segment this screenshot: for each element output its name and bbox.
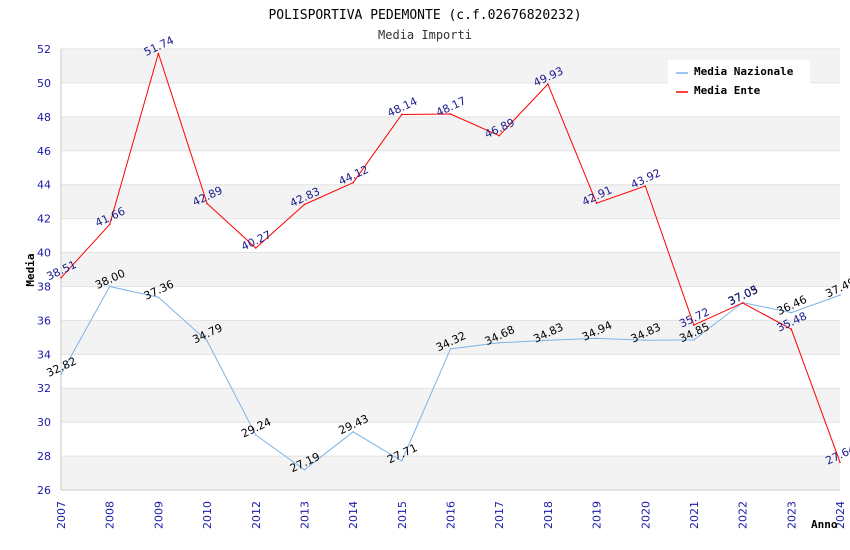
data-point	[157, 296, 160, 299]
data-point	[644, 339, 647, 342]
data-point	[547, 339, 549, 342]
background-band	[61, 388, 840, 423]
data-label: 40.27	[239, 228, 273, 253]
y-tick-labels: 26 28 30 32 34 36 38 40 42 44 46 48 50 52	[37, 43, 51, 497]
data-point	[254, 434, 257, 436]
y-tick-label: 32	[37, 382, 51, 395]
data-point	[352, 431, 354, 433]
x-tick-label: 2018	[542, 501, 555, 529]
data-point	[693, 324, 695, 326]
x-tick-label: 2008	[104, 501, 117, 529]
background-band	[61, 252, 840, 287]
y-tick-label: 38	[37, 280, 51, 293]
x-tick-label: 2013	[298, 501, 311, 529]
axes	[60, 49, 840, 491]
data-point	[352, 181, 354, 184]
background-band	[61, 116, 840, 151]
y-tick-label: 46	[37, 145, 51, 158]
data-label: 48.17	[434, 94, 468, 119]
x-tick-label: 2007	[55, 501, 68, 529]
data-point	[108, 223, 111, 226]
data-point	[60, 277, 62, 279]
y-axis-label: Media	[24, 253, 37, 286]
x-tick-label: 2016	[445, 501, 458, 529]
data-point	[741, 302, 744, 304]
data-point	[595, 337, 598, 340]
y-tick-label: 42	[37, 213, 51, 226]
legend-label-media-nazionale: Media Nazionale	[694, 65, 794, 78]
data-point	[449, 348, 452, 350]
data-point	[839, 294, 841, 296]
y-tick-label: 52	[37, 43, 51, 56]
legend: Media Nazionale Media Ente	[668, 60, 810, 102]
x-tick-label: 2020	[639, 501, 652, 529]
x-tick-label: 2021	[688, 501, 701, 529]
legend-label-media-ente: Media Ente	[694, 84, 761, 97]
data-point	[547, 83, 549, 85]
data-point	[595, 202, 598, 204]
data-point	[449, 113, 452, 115]
x-tick-label: 2014	[347, 501, 360, 529]
y-tick-label: 34	[37, 348, 51, 361]
y-tick-label: 26	[37, 484, 51, 497]
data-point	[303, 469, 306, 471]
data-point	[790, 328, 793, 331]
x-tick-label: 2024	[834, 501, 847, 529]
x-tick-label: 2012	[250, 501, 263, 529]
data-point	[108, 285, 111, 288]
plot-background-bands	[61, 49, 840, 490]
data-label: 48.14	[385, 95, 419, 120]
data-point	[401, 460, 403, 462]
background-band	[61, 184, 840, 219]
x-tick-labels: 2007 2008 2009 2010 2012 2013 2014 2015 2016 2017…	[55, 501, 847, 529]
y-tick-label: 30	[37, 416, 51, 429]
data-point	[60, 373, 62, 376]
chart-title: POLISPORTIVA PEDEMONTE (c.f.02676820232)	[268, 8, 581, 23]
x-tick-label: 2019	[591, 501, 604, 529]
x-tick-label: 2015	[396, 501, 409, 529]
x-tick-label: 2017	[493, 501, 506, 529]
series-lines	[60, 52, 841, 471]
data-label: 27.64	[823, 442, 850, 467]
data-point	[206, 340, 208, 342]
legend-box	[668, 60, 810, 102]
series-line-media-nazionale	[60, 286, 841, 471]
x-tick-label: 2023	[785, 501, 798, 529]
y-tick-label: 50	[37, 77, 51, 90]
data-point	[401, 113, 403, 116]
x-tick-label: 2022	[737, 501, 750, 529]
gridlines	[61, 48, 840, 491]
data-point	[839, 461, 841, 463]
data-point	[498, 341, 500, 344]
x-axis-label: Anno	[811, 518, 838, 531]
chart-subtitle: Media Importi	[378, 28, 472, 42]
y-tick-label: 44	[37, 179, 51, 192]
y-tick-label: 36	[37, 314, 51, 327]
data-point	[157, 52, 160, 55]
data-point	[498, 134, 500, 137]
x-tick-label: 2009	[152, 501, 165, 529]
y-tick-label: 40	[37, 247, 51, 260]
data-point	[206, 202, 208, 205]
data-point	[303, 203, 306, 206]
data-point	[790, 311, 793, 314]
data-point	[254, 247, 257, 249]
data-point	[693, 339, 695, 341]
y-tick-label: 28	[37, 450, 51, 463]
x-tick-label: 2010	[201, 501, 214, 529]
data-point	[644, 185, 647, 187]
background-band	[61, 456, 840, 490]
y-tick-label: 48	[37, 111, 51, 124]
